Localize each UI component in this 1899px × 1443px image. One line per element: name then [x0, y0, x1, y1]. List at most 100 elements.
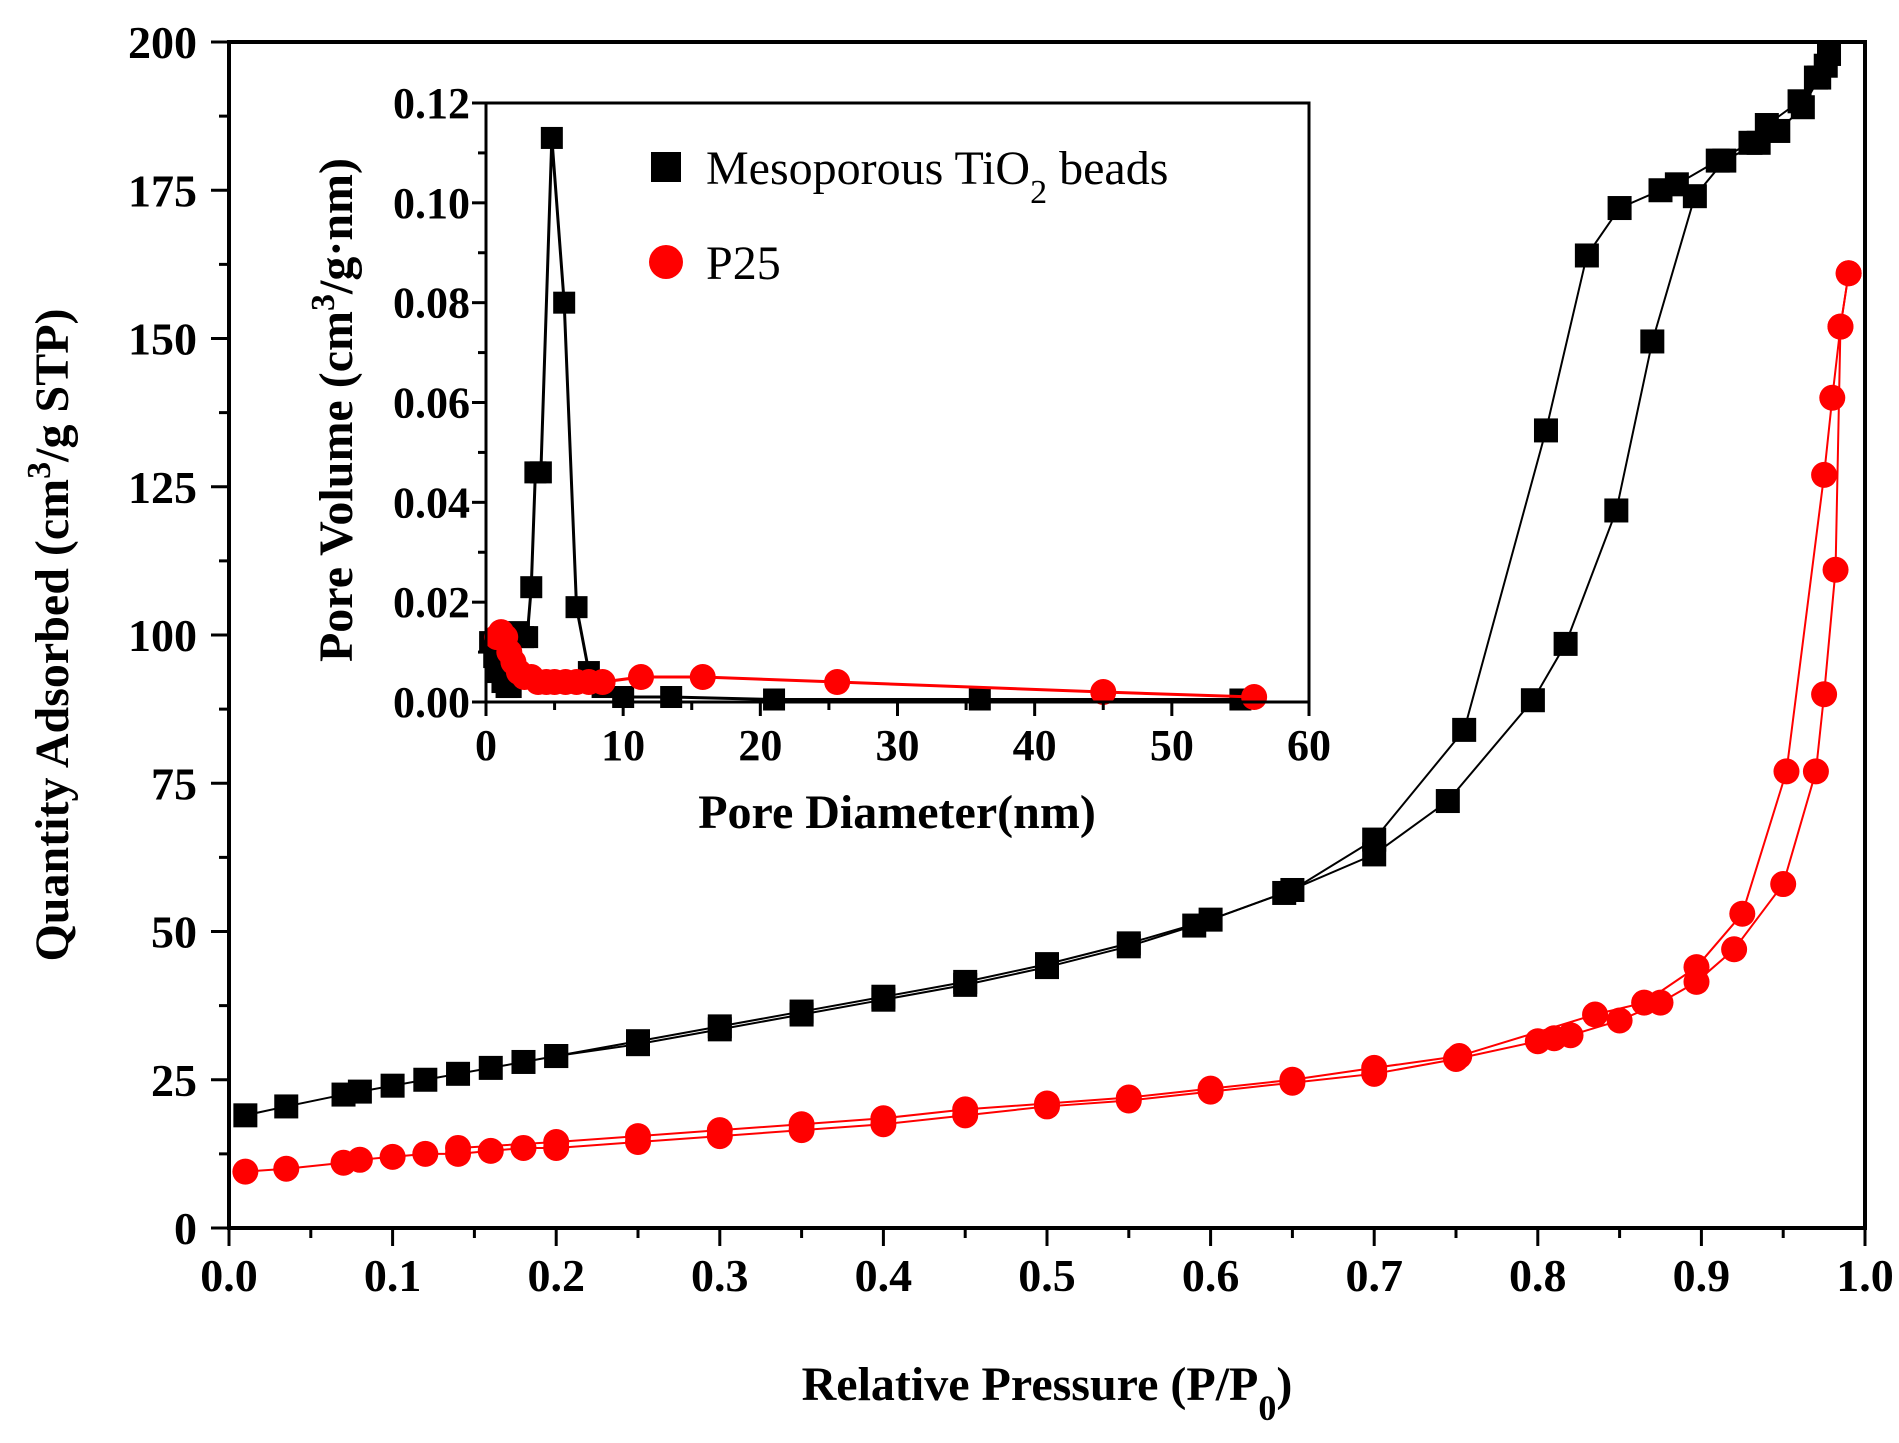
inset-x-tick-label: 50	[1150, 721, 1194, 770]
inset-x-tick-label: 40	[1013, 721, 1057, 770]
main-series-3-point	[1446, 1043, 1473, 1070]
main-x-tick-label: 0.2	[527, 1250, 585, 1301]
main-chart: 0.0 0.1 0.2 0.3 0.4 0.5 0.6 0.7 0.8 0.9 1.0 0 25 50 7…	[21, 17, 1894, 1428]
main-x-tick-label: 1.0	[1836, 1250, 1894, 1301]
main-series-3	[445, 260, 1862, 1161]
main-series-3-point	[1811, 461, 1838, 488]
main-series-2-point	[1606, 1007, 1633, 1034]
main-series-3-point	[1773, 758, 1800, 785]
main-series-0-point	[1640, 329, 1665, 354]
inset-series-1-point	[689, 664, 716, 691]
inset-series-1-point	[627, 664, 654, 691]
main-series-1-point	[1198, 907, 1223, 932]
main-y-axis-title-text: Quantity Adsorbed (cm	[26, 479, 79, 962]
main-series-0-point	[1553, 631, 1578, 656]
inset-series-0-point	[540, 126, 563, 149]
inset-x-tick-label: 30	[876, 721, 920, 770]
main-y-tick-label: 150	[128, 314, 197, 365]
main-y-axis-title: Quantity Adsorbed (cm3/g STP)	[21, 308, 80, 961]
inset-x-axis-title: Pore Diameter(nm)	[698, 786, 1096, 839]
main-series-1-point	[1607, 196, 1632, 221]
main-series-2-point	[477, 1137, 504, 1164]
main-series-1-point	[871, 984, 896, 1009]
inset-series-0-point	[763, 688, 786, 711]
legend: Mesoporous TiO2 beads P25	[649, 142, 1168, 290]
inset-y-tick-label: 0.08	[393, 279, 470, 328]
inset-y-axis-title-text: Pore Volume (cm	[310, 311, 363, 662]
inset-y-axis: 0.00 0.02 0.04 0.06 0.08 0.10 0.12	[393, 79, 486, 727]
legend-label-mesoporous: Mesoporous TiO2 beads	[706, 142, 1168, 211]
main-x-tick-label: 0.0	[200, 1250, 258, 1301]
main-series-2-point	[1557, 1022, 1584, 1049]
main-series-1-point	[1803, 65, 1828, 90]
main-series-3-point	[1115, 1084, 1142, 1111]
main-series-0-point	[380, 1073, 405, 1098]
main-x-axis-title-text: Relative Pressure (P/P	[802, 1358, 1259, 1411]
inset-series-layer	[479, 126, 1268, 711]
main-series-2-point	[1802, 758, 1829, 785]
main-series-0-point	[511, 1049, 536, 1074]
inset-series-1-point	[1241, 684, 1268, 711]
main-y-axis: 0 25 50 75 100 125 150 175 200	[128, 17, 229, 1254]
legend-item-p25: P25	[649, 237, 781, 290]
legend-label-p25: P25	[706, 237, 781, 290]
inset-y-tick-label: 0.10	[393, 179, 470, 228]
main-series-3-point	[1361, 1054, 1388, 1081]
inset-series-1-point	[589, 669, 616, 696]
main-x-axis: 0.0 0.1 0.2 0.3 0.4 0.5 0.6 0.7 0.8 0.9 1.0	[200, 1228, 1894, 1301]
main-series-3-point	[1835, 260, 1862, 287]
inset-series-0-point	[516, 626, 539, 649]
inset-y-axis-title: Pore Volume (cm3/g·nm)	[305, 158, 364, 662]
legend-marker-circle	[649, 245, 683, 279]
main-series-1	[544, 41, 1842, 1069]
main-series-3-line	[457, 273, 1850, 1149]
main-y-tick-label: 125	[128, 462, 197, 513]
main-series-0-point	[274, 1094, 299, 1119]
inset-x-tick-label: 0	[475, 721, 497, 770]
main-series-2-point	[1721, 936, 1748, 963]
main-series-3-point	[543, 1129, 570, 1156]
main-series-3-point	[870, 1105, 897, 1132]
main-x-tick-label: 0.8	[1509, 1250, 1567, 1301]
inset-x-tick-label: 20	[738, 721, 782, 770]
main-series-3-point	[1034, 1090, 1060, 1117]
inset-x-tick-label: 10	[601, 721, 645, 770]
main-series-0-point	[478, 1055, 503, 1080]
main-series-1-point	[707, 1014, 732, 1039]
main-series-3-point	[625, 1123, 651, 1150]
inset-chart: 0 10 20 30 40 50 60 0.000.020.040.060.080.100.…	[305, 79, 1332, 839]
legend-label-mesoporous-tail: beads	[1047, 142, 1168, 195]
inset-series-0-point	[553, 291, 576, 314]
main-series-layer	[232, 41, 1862, 1185]
inset-y-tick-label: 0.02	[393, 578, 470, 627]
main-series-1-point	[1362, 827, 1387, 852]
legend-label-mesoporous-main: Mesoporous TiO	[706, 142, 1030, 195]
main-x-axis-title-tail: )	[1276, 1358, 1292, 1411]
main-series-3-point	[1279, 1066, 1306, 1093]
main-series-3-point	[1197, 1075, 1224, 1102]
main-series-3-point	[445, 1134, 472, 1161]
inset-series-0-point	[968, 688, 991, 711]
inset-x-tick-label: 60	[1287, 721, 1331, 770]
main-y-tick-label: 200	[128, 17, 197, 68]
inset-series-0-point	[660, 686, 683, 709]
main-series-2-point	[1770, 871, 1797, 898]
inset-y-tick-label: 0.04	[393, 478, 470, 527]
main-x-tick-label: 0.5	[1018, 1250, 1076, 1301]
main-series-2-point	[232, 1158, 259, 1185]
main-x-tick-label: 0.7	[1345, 1250, 1403, 1301]
main-series-3-point	[1683, 954, 1710, 981]
main-series-0-point	[1520, 688, 1545, 713]
main-series-0-point	[233, 1103, 258, 1128]
main-series-2-point	[412, 1140, 439, 1167]
legend-item-mesoporous: Mesoporous TiO2 beads	[651, 142, 1168, 211]
main-x-tick-label: 0.4	[855, 1250, 913, 1301]
main-x-axis-title-sub: 0	[1258, 1388, 1276, 1428]
main-series-1-point	[1705, 148, 1730, 173]
main-series-3-point	[1582, 1001, 1609, 1028]
main-y-tick-label: 25	[151, 1055, 197, 1106]
main-series-2-point	[379, 1143, 406, 1170]
main-y-tick-label: 100	[128, 610, 197, 661]
main-y-tick-label: 0	[174, 1203, 197, 1254]
